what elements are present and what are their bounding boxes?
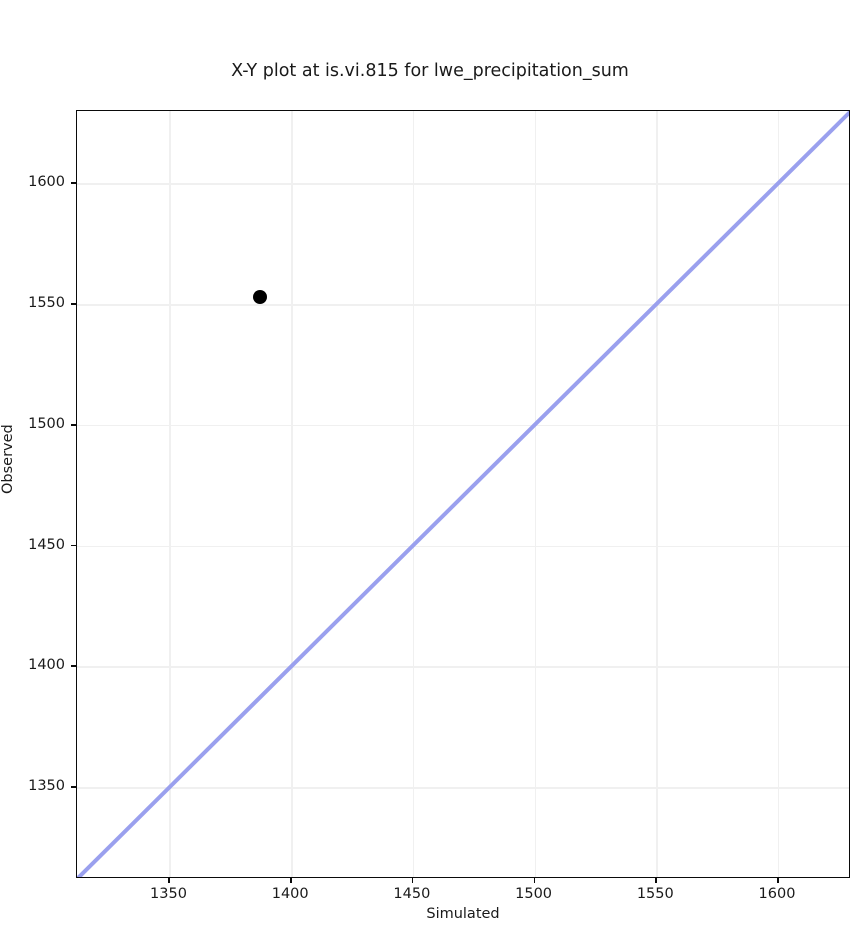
y-axis-tick-label: 1350 [28, 778, 65, 795]
y-axis-tick [71, 423, 76, 426]
x-axis-tick [533, 878, 536, 883]
y-axis-tick-label: 1550 [28, 295, 65, 312]
gridline-horizontal [77, 545, 849, 548]
y-axis-tick [71, 544, 76, 547]
gridline-horizontal [77, 424, 849, 427]
gridline-vertical [412, 111, 415, 877]
gridline-vertical [169, 111, 171, 877]
gridline-horizontal [77, 304, 849, 306]
gridline-horizontal [77, 787, 849, 789]
x-axis-tick-label: 1500 [515, 886, 553, 902]
x-axis-tick [168, 878, 171, 883]
x-axis-tick-label: 1400 [271, 886, 309, 902]
x-axis-tick-label: 1550 [636, 886, 674, 902]
x-axis-tick-label: 1600 [758, 886, 796, 902]
y-axis-tick [71, 786, 76, 788]
plot-area [76, 110, 850, 878]
data-point[interactable] [252, 289, 267, 304]
y-axis-tick [71, 303, 76, 305]
x-axis-tick-label: 1450 [393, 886, 431, 902]
gridline-horizontal [77, 666, 849, 668]
chart-title-line-1: X-Y plot at is.vi.815 for lwe_precipitat… [231, 61, 629, 81]
gridline-vertical [534, 111, 537, 877]
x-axis-tick [290, 878, 292, 883]
gridline-vertical [656, 111, 658, 877]
y-axis-label: Observed [0, 424, 16, 494]
one-to-one-reference-line [77, 111, 849, 877]
y-axis-tick [71, 665, 76, 668]
y-axis-tick-label: 1400 [28, 657, 65, 674]
y-axis-tick [71, 182, 76, 185]
x-axis-tick [655, 878, 657, 883]
gridline-vertical [777, 111, 780, 877]
y-axis-tick-label: 1450 [28, 536, 65, 553]
y-axis-tick-label: 1600 [28, 174, 65, 191]
gridline-horizontal [77, 183, 849, 185]
x-axis-label: Simulated [426, 906, 500, 922]
gridline-vertical [291, 111, 293, 877]
x-axis-tick [411, 878, 414, 883]
x-axis-tick-label: 1350 [150, 886, 187, 902]
y-axis-tick-label: 1500 [28, 415, 65, 432]
x-axis-tick [776, 878, 779, 883]
